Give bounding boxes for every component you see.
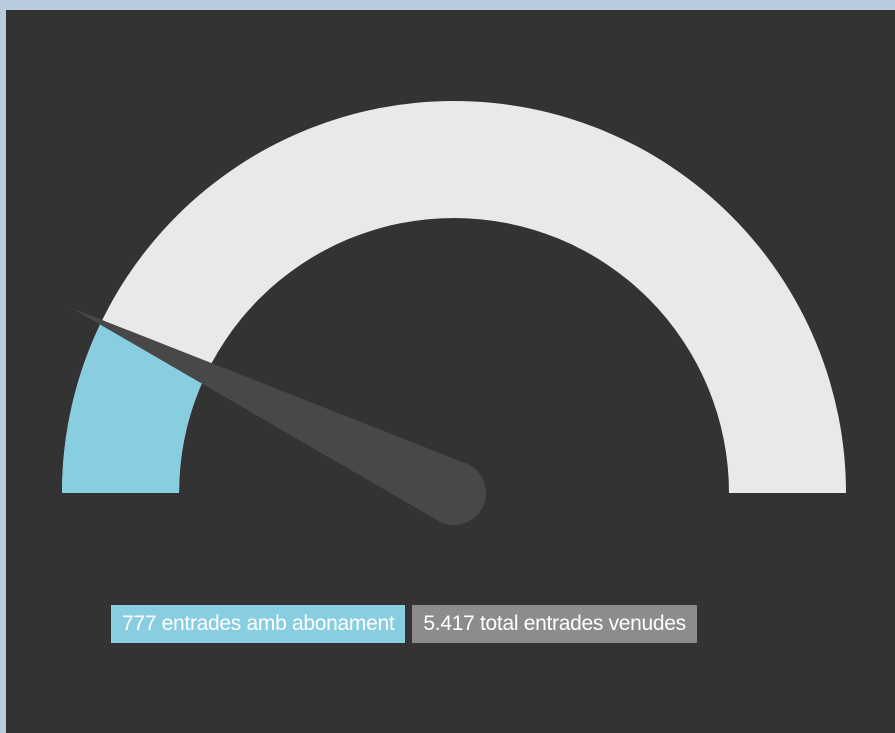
gauge-legend: 777 entrades amb abonament 5.417 total e…	[111, 605, 697, 643]
gauge-panel: 777 entrades amb abonament 5.417 total e…	[6, 10, 895, 733]
gauge-track	[62, 101, 846, 493]
gauge-chart	[62, 101, 846, 525]
gauge-needle-hub	[422, 461, 486, 525]
legend-total-label: 5.417 total entrades venudes	[412, 605, 697, 643]
gauge-needle	[71, 307, 468, 522]
legend-value-label: 777 entrades amb abonament	[111, 605, 406, 643]
